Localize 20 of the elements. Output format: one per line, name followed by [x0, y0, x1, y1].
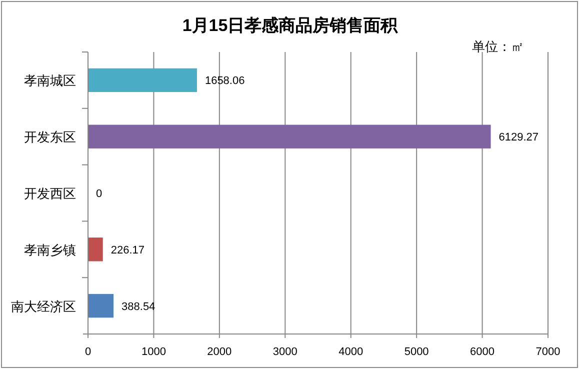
x-tick-label: 3000 — [272, 346, 298, 358]
x-tick-label: 7000 — [536, 346, 560, 358]
x-tick-label: 1000 — [141, 346, 166, 358]
x-tick-label: 5000 — [404, 346, 429, 358]
data-label: 1658.06 — [204, 75, 245, 88]
data-label: 226.17 — [110, 244, 145, 256]
data-label: 0 — [96, 188, 102, 200]
y-tick-label: 孝南城区 — [24, 73, 76, 88]
x-tick-label: 0 — [84, 346, 92, 358]
x-tick-label: 6000 — [470, 346, 495, 358]
chart-title: 1月15日孝感商品房销售面积 — [182, 16, 399, 35]
y-tick-label: 南大经济区 — [11, 298, 76, 314]
data-label: 388.54 — [122, 300, 156, 313]
y-tick-label: 孝南乡镇 — [24, 242, 76, 258]
y-tick-label: 开发西区 — [24, 186, 76, 201]
y-tick-label: 开发东区 — [24, 130, 76, 145]
data-label: 6129.27 — [498, 132, 539, 144]
annotation: 单位：㎡ — [472, 39, 524, 54]
x-tick-label: 4000 — [338, 346, 364, 358]
x-tick-label: 2000 — [207, 346, 232, 358]
